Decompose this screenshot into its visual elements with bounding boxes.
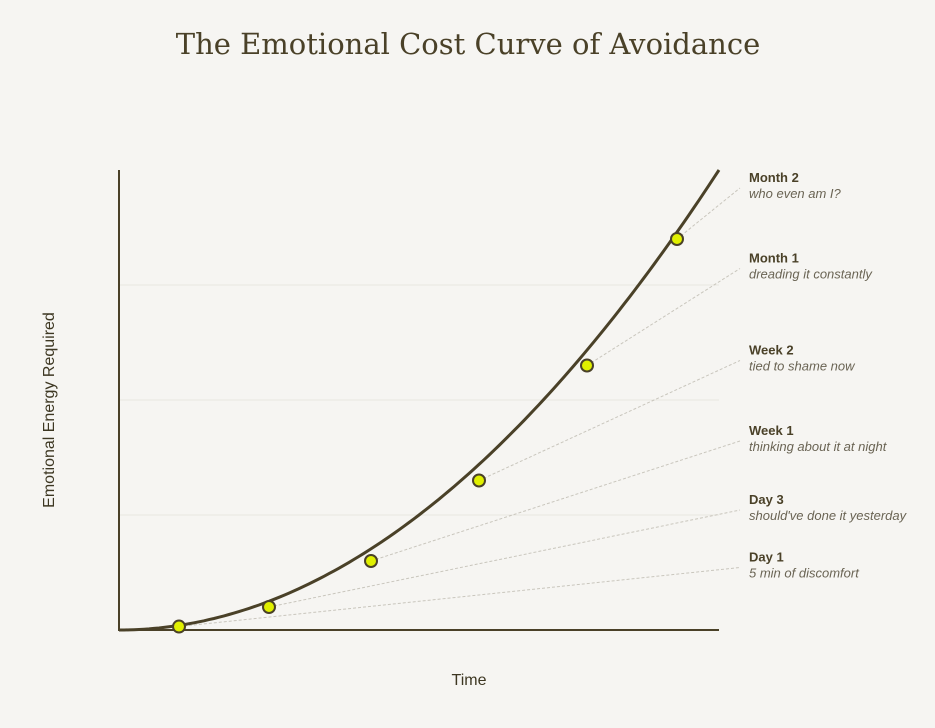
annotation-label: Month 1	[749, 251, 799, 266]
data-point-marker	[262, 600, 276, 614]
annotation-leader	[178, 567, 741, 628]
annotation-note: who even am I?	[749, 186, 842, 201]
data-point-marker	[670, 232, 684, 246]
y-axis-title: Emotional Energy Required	[41, 312, 58, 508]
annotation-leader	[586, 268, 741, 366]
annotation-label: Day 1	[749, 550, 784, 565]
data-point-marker	[472, 473, 486, 488]
annotation-leader	[268, 509, 741, 608]
annotation-label: Week 1	[749, 423, 794, 438]
annotation-leader	[478, 360, 741, 481]
data-point-marker	[580, 358, 594, 373]
annotation-leader	[370, 440, 741, 562]
gridlines	[119, 284, 719, 516]
chart-title: The Emotional Cost Curve of Avoidance	[176, 27, 761, 61]
cost-curve-line	[119, 169, 721, 632]
annotation-leader	[676, 187, 741, 240]
annotation-label: Day 3	[749, 492, 784, 507]
annotation-label: Week 2	[749, 343, 794, 358]
annotation-label: Month 2	[749, 170, 799, 185]
annotation-note: dreading it constantly	[749, 267, 873, 282]
annotation-note: tied to shame now	[749, 359, 856, 374]
annotation-note: thinking about it at night	[749, 439, 888, 454]
data-point-marker	[172, 619, 186, 634]
annotation-note: 5 min of discomfort	[749, 566, 860, 581]
annotation-leaders	[178, 187, 741, 628]
data-point-marker	[364, 554, 378, 568]
data-markers	[172, 232, 684, 634]
x-axis-title: Time	[452, 672, 487, 689]
annotation-note: should've done it yesterday	[749, 508, 908, 523]
